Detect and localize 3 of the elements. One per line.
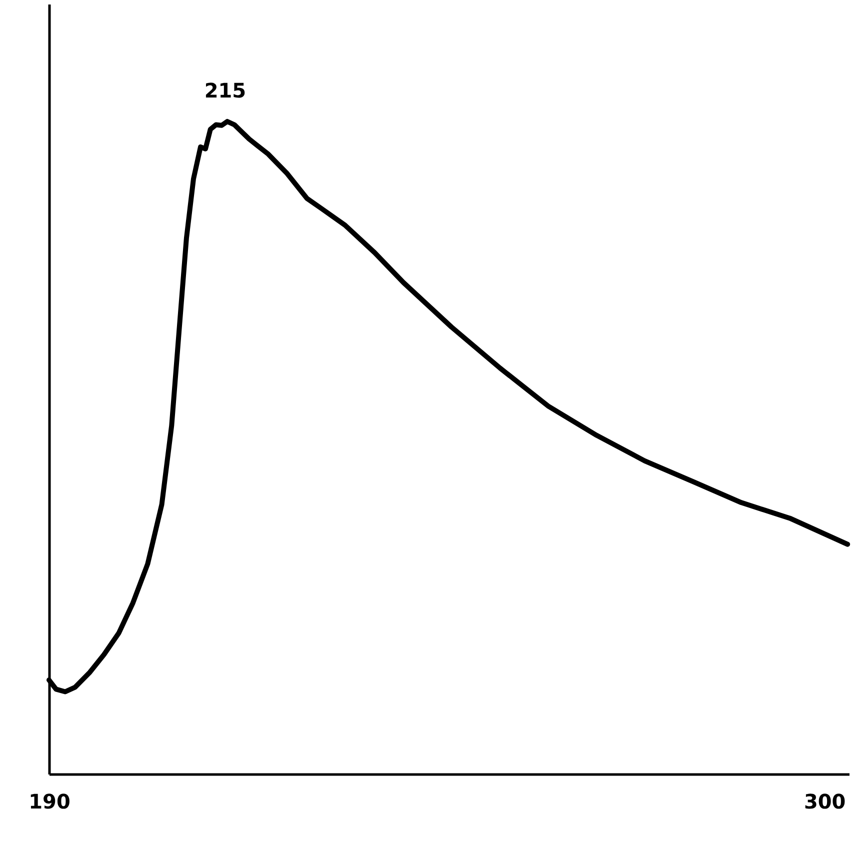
annotation: 215 xyxy=(204,78,246,102)
x-tick-label: 300 xyxy=(804,790,846,814)
x-tick-label: 190 xyxy=(28,790,70,814)
